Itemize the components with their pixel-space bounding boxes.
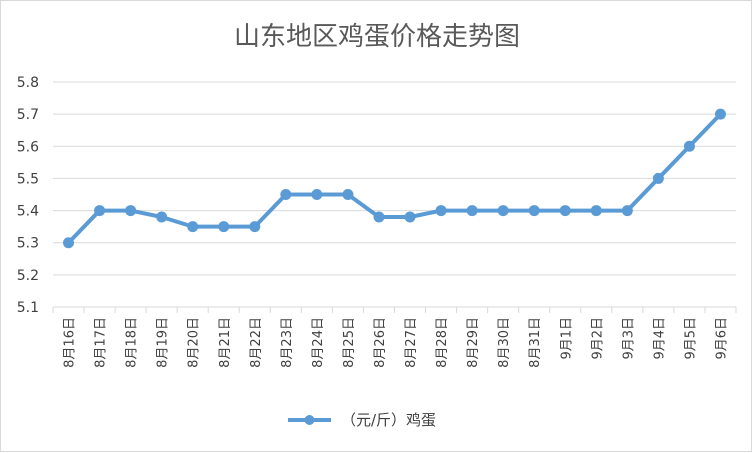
x-tick-label: 9月2日 [590, 317, 605, 360]
data-point[interactable] [466, 205, 478, 217]
x-tick-label: 8月22日 [249, 317, 264, 368]
data-point[interactable] [590, 205, 602, 217]
x-tick-label: 8月19日 [156, 317, 171, 368]
data-point[interactable] [435, 205, 447, 217]
chart-title: 山东地区鸡蛋价格走势图 [234, 22, 520, 52]
data-point[interactable] [528, 205, 540, 217]
legend[interactable]: （元/斤）鸡蛋 [288, 411, 436, 429]
data-point[interactable] [373, 211, 385, 223]
gridlines [53, 81, 736, 308]
x-tick-label: 8月23日 [280, 317, 295, 368]
data-point[interactable] [311, 189, 323, 200]
data-point[interactable] [404, 211, 416, 223]
series-line [67, 112, 722, 245]
data-point[interactable] [63, 237, 75, 249]
x-axis-ticks: 8月16日 8月17日 8月18日 8月19日 8月20日 8月21日 8月22日 8月23日… [52, 307, 737, 368]
y-tick-label: 5.7 [17, 107, 39, 123]
x-tick-label: 8月17日 [94, 317, 109, 368]
y-axis-ticks: 5.1 5.2 5.3 5.4 5.5 5.6 5.7 5.8 [17, 75, 39, 316]
y-tick-label: 5.3 [17, 236, 39, 252]
data-point[interactable] [187, 221, 199, 233]
x-tick-label: 8月31日 [528, 317, 543, 368]
x-tick-label: 9月5日 [683, 317, 698, 360]
x-tick-label: 9月6日 [714, 317, 729, 360]
x-tick-label: 8月21日 [218, 317, 233, 368]
x-tick-label: 8月28日 [435, 317, 450, 368]
data-point[interactable] [559, 205, 571, 217]
data-point[interactable] [156, 211, 168, 223]
x-tick-label: 9月1日 [559, 317, 574, 360]
y-tick-label: 5.4 [17, 204, 39, 220]
x-tick-label: 9月3日 [621, 317, 636, 360]
data-point[interactable] [125, 205, 137, 217]
legend-label: （元/斤）鸡蛋 [341, 411, 436, 429]
data-point[interactable] [714, 108, 726, 120]
data-point[interactable] [280, 189, 292, 200]
data-point[interactable] [249, 221, 261, 233]
data-point[interactable] [342, 189, 354, 200]
data-point[interactable] [683, 140, 695, 152]
y-tick-label: 5.2 [17, 268, 39, 284]
x-tick-label: 8月18日 [125, 317, 140, 368]
x-tick-label: 9月4日 [652, 317, 667, 360]
x-tick-label: 8月30日 [497, 317, 512, 368]
y-tick-label: 5.1 [17, 300, 39, 316]
legend-point-marker [304, 415, 315, 425]
data-point[interactable] [497, 205, 509, 217]
data-point[interactable] [218, 221, 230, 233]
x-tick-label: 8月16日 [63, 317, 78, 368]
x-tick-label: 8月27日 [404, 317, 419, 368]
x-tick-label: 8月24日 [311, 317, 326, 368]
data-point[interactable] [652, 172, 664, 184]
y-tick-label: 5.6 [17, 139, 39, 155]
x-tick-label: 8月20日 [187, 317, 202, 368]
x-tick-label: 8月29日 [466, 317, 481, 368]
y-tick-label: 5.8 [17, 75, 39, 91]
y-tick-label: 5.5 [17, 171, 39, 187]
series-group [63, 108, 726, 249]
data-point[interactable] [94, 205, 106, 217]
x-tick-label: 8月25日 [342, 317, 357, 368]
data-point[interactable] [621, 205, 633, 217]
x-tick-label: 8月26日 [373, 317, 388, 368]
